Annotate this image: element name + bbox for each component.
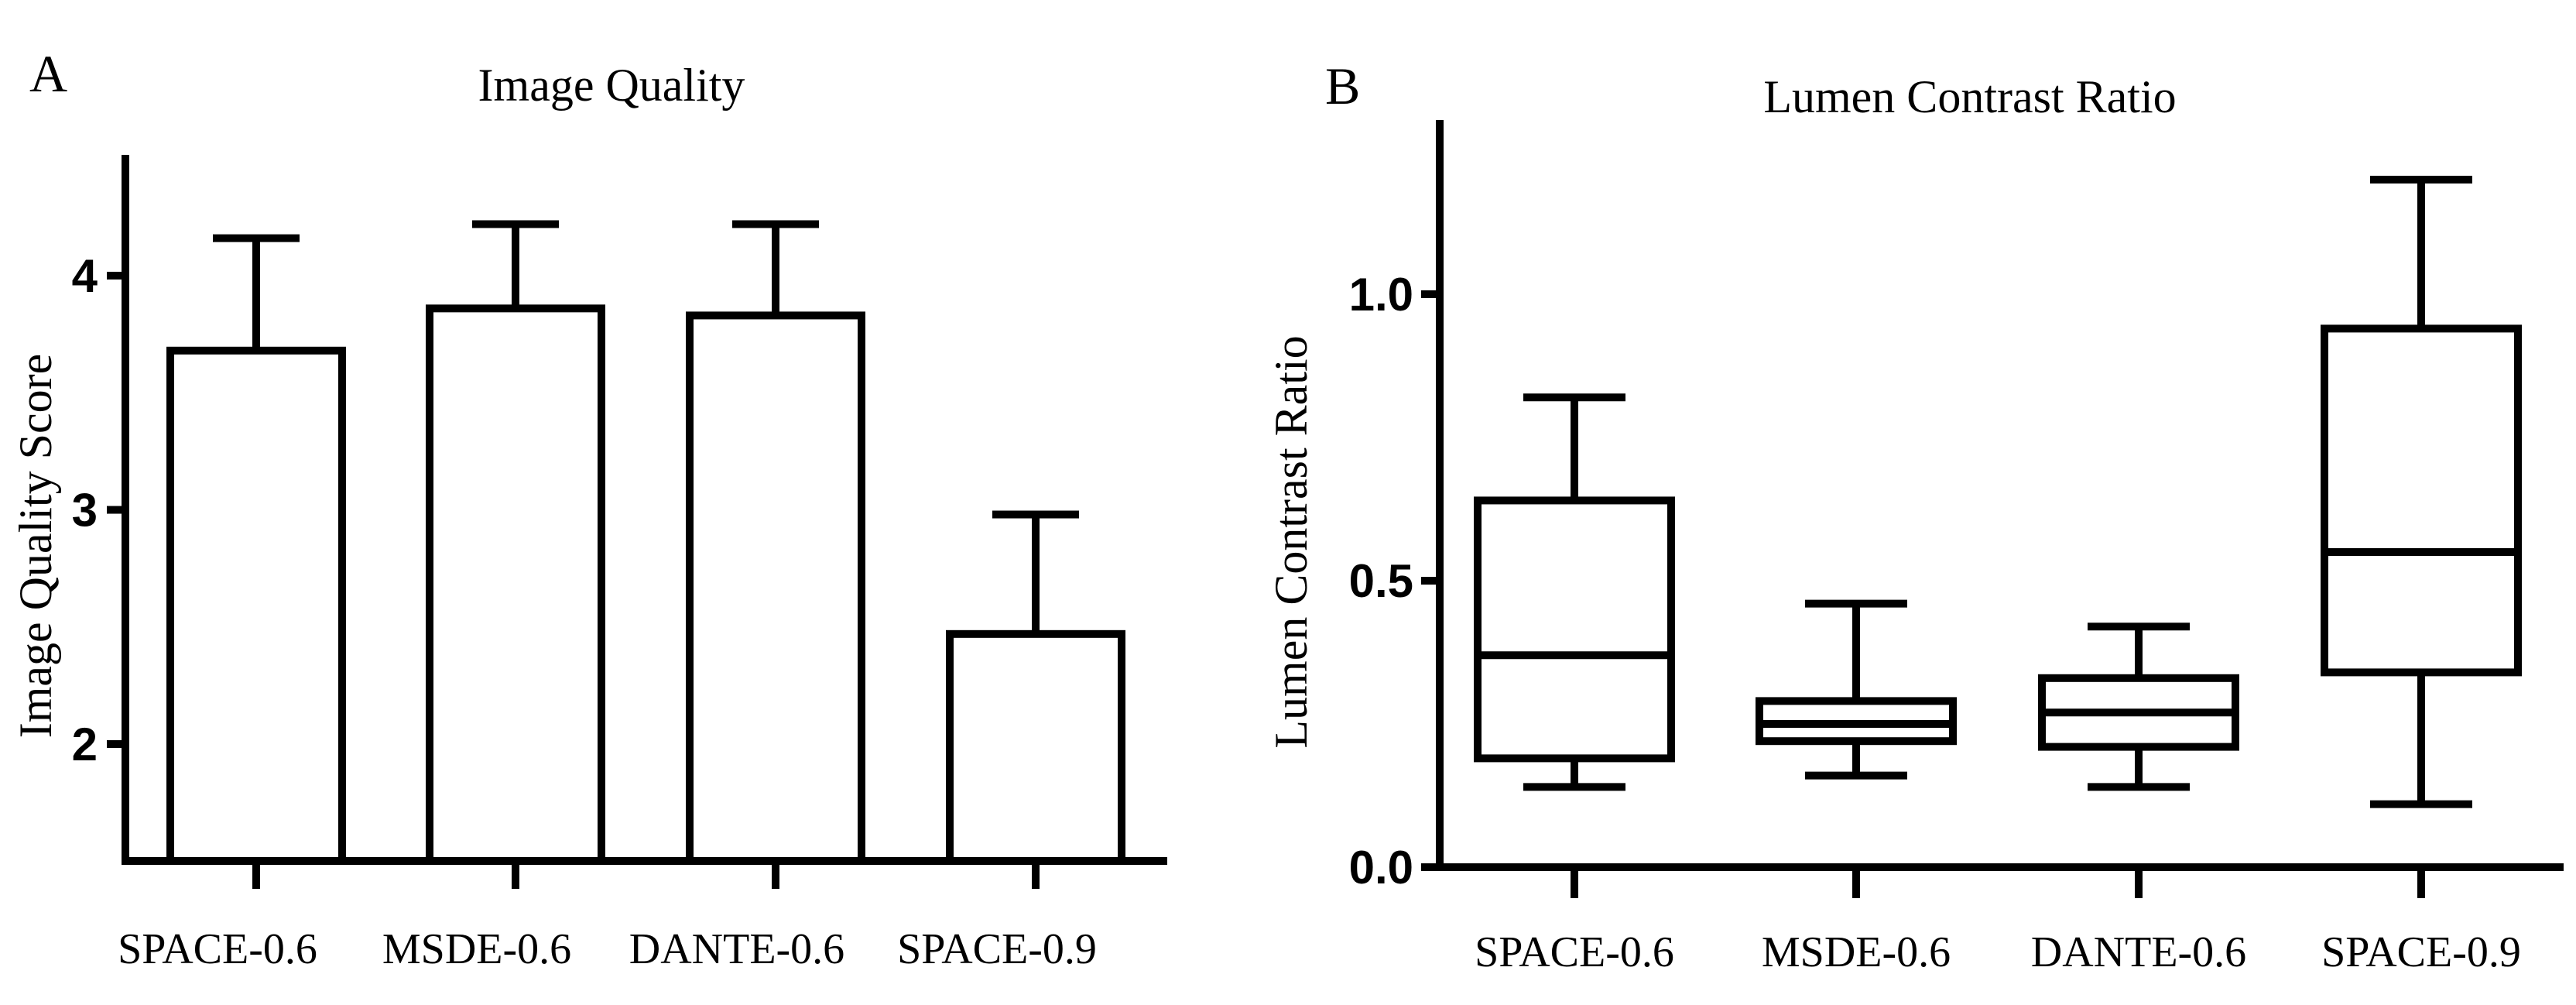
panel-a-y-tick-label: 2: [72, 719, 98, 770]
panel-b-y-tick-label: 0.5: [1349, 555, 1413, 607]
panel-b-y-tick-label: 0.0: [1349, 842, 1413, 894]
panel-a-chart: A Image Quality Image Quality Score 234 …: [10, 44, 1167, 973]
panel-b-category-label: DANTE-0.6: [2031, 928, 2246, 976]
panel-b-y-ticks: 0.0 0.5 1.0: [1349, 269, 2425, 898]
panel-b-title: Lumen Contrast Ratio: [1763, 71, 2176, 122]
panel-a-bars: [166, 220, 1125, 866]
panel-b-category-labels: SPACE-0.6 MSDE-0.6 DANTE-0.6 SPACE-0.9: [1475, 928, 2521, 976]
panel-b-box: [1474, 496, 1675, 763]
panel-a-category-label: MSDE-0.6: [382, 925, 571, 973]
panel-a-title: Image Quality: [478, 60, 745, 111]
panel-a-category-labels: SPACE-0.6 MSDE-0.6 DANTE-0.6 SPACE-0.9: [118, 925, 1097, 973]
panel-b-y-tick-label: 1.0: [1349, 269, 1413, 321]
panel-b-box: [2321, 324, 2522, 677]
panel-a-bar: [426, 304, 605, 866]
panel-b-chart: B Lumen Contrast Ratio Lumen Contrast Ra…: [1266, 57, 2564, 976]
panel-b-boxes: [1474, 176, 2522, 808]
panel-b-category-label: SPACE-0.9: [2321, 928, 2521, 976]
panel-b-y-axis-label: Lumen Contrast Ratio: [1266, 335, 1317, 748]
panel-a-category-label: SPACE-0.9: [897, 925, 1097, 973]
panel-b-axes: [1436, 120, 2564, 871]
panel-a-category-label: SPACE-0.6: [118, 925, 317, 973]
panel-a-bar: [166, 346, 346, 865]
panel-a-category-label: DANTE-0.6: [629, 925, 844, 973]
panel-a-y-axis-label: Image Quality Score: [10, 354, 61, 739]
panel-b-category-label: MSDE-0.6: [1762, 928, 1951, 976]
panel-a-bar: [946, 629, 1125, 865]
panel-b-category-label: SPACE-0.6: [1475, 928, 1674, 976]
panel-a-y-tick-label: 3: [72, 485, 98, 537]
panel-a-letter: A: [29, 44, 67, 103]
panel-b-letter: B: [1325, 57, 1360, 115]
panel-a-y-ticks: 2 3 4: [72, 250, 1040, 889]
panel-a-y-tick-label: 4: [72, 250, 98, 302]
panel-a-bar: [686, 311, 865, 865]
